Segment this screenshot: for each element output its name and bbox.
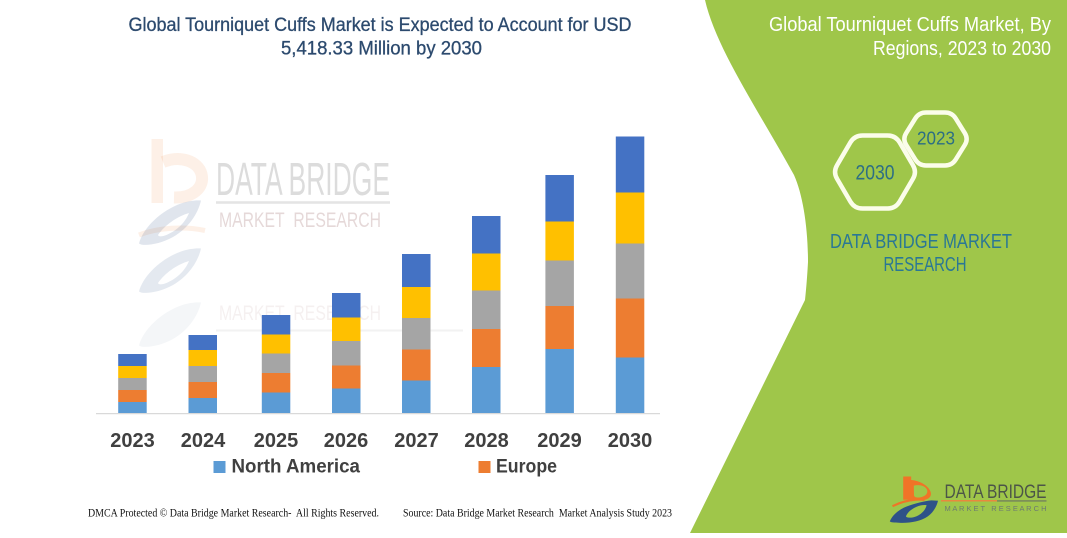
svg-text:2023: 2023 [110,430,155,452]
svg-text:2026: 2026 [324,430,369,452]
svg-text:2025: 2025 [254,430,299,452]
svg-text:2023: 2023 [917,128,955,149]
svg-text:Europe: Europe [496,456,557,478]
svg-text:Regions, 2023 to 2030: Regions, 2023 to 2030 [873,38,1051,60]
svg-text:2028: 2028 [464,430,509,452]
svg-text:RESEARCH: RESEARCH [884,254,967,276]
svg-text:DATA BRIDGE: DATA BRIDGE [216,153,390,205]
svg-text:Global Tourniquet Cuffs Market: Global Tourniquet Cuffs Market, By [769,14,1051,36]
svg-text:North America: North America [232,456,361,478]
svg-text:2030: 2030 [608,430,653,452]
svg-text:DMCA Protected © Data Bridge M: DMCA Protected © Data Bridge Market Rese… [88,508,379,520]
svg-text:2024: 2024 [181,430,226,452]
svg-text:2027: 2027 [394,430,439,452]
svg-text:2030: 2030 [856,162,895,185]
svg-text:DATA BRIDGE: DATA BRIDGE [945,482,1047,503]
svg-text:Source: Data Bridge Market Res: Source: Data Bridge Market Research Mark… [403,508,672,520]
svg-text:5,418.33 Million by 2030: 5,418.33 Million by 2030 [281,38,482,60]
svg-text:DATA BRIDGE MARKET: DATA BRIDGE MARKET [830,231,1012,253]
svg-text:M A R K E T R E S E A R C H: M A R K E T R E S E A R C H [945,506,1047,513]
svg-text:MARKET RESEARCH: MARKET RESEARCH [219,209,381,232]
svg-text:2029: 2029 [537,430,582,452]
svg-text:Global Tourniquet Cuffs Market: Global Tourniquet Cuffs Market is Expect… [129,14,632,36]
